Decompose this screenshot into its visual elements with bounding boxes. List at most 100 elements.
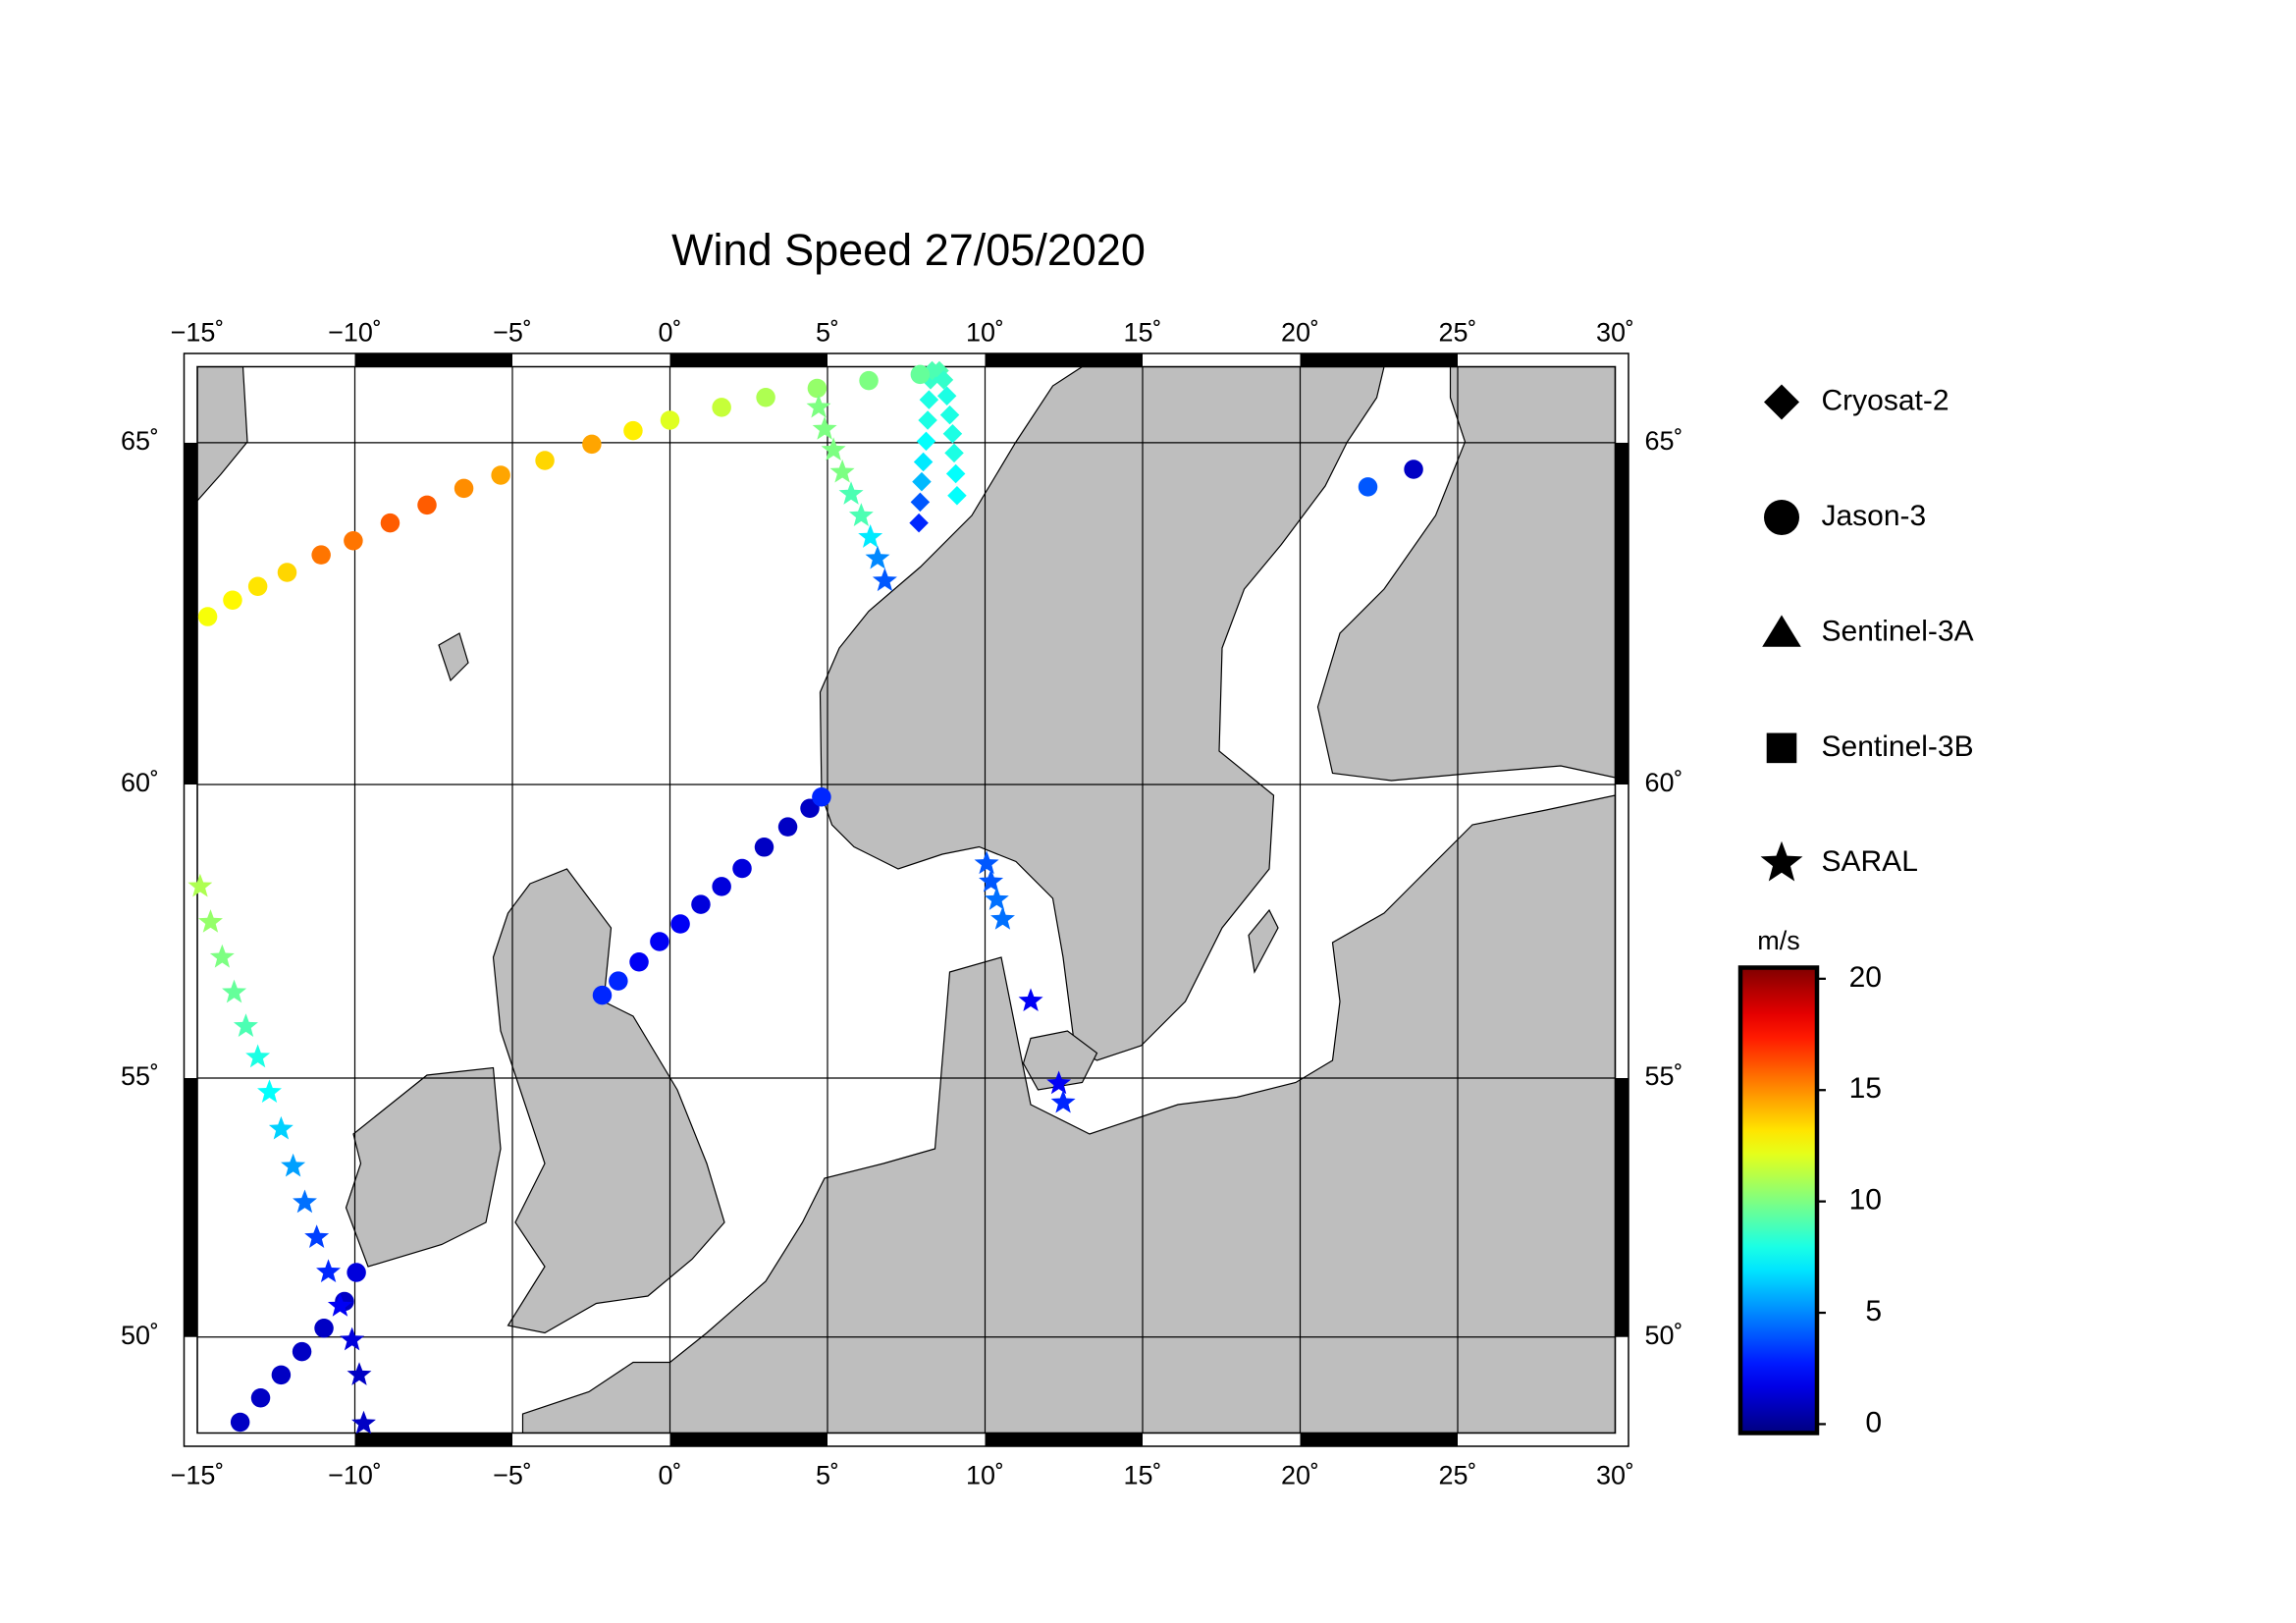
data-point <box>292 1341 312 1362</box>
colorbar: 0 5 10 15 20 m/s <box>1737 926 1882 1438</box>
frame-bar <box>1615 1077 1629 1337</box>
frame-outline <box>183 352 1629 1447</box>
data-point <box>910 364 931 385</box>
data-point <box>812 787 831 807</box>
frame-bar <box>669 1433 828 1446</box>
data-point <box>314 1318 334 1338</box>
data-point <box>198 909 223 933</box>
frame-bar <box>184 442 198 785</box>
data-point <box>777 817 798 837</box>
data-point <box>712 877 731 896</box>
x-tick-label: −5˚ <box>493 1461 532 1490</box>
y-tick-label: 65˚ <box>121 426 159 456</box>
land-denmark-islands <box>1022 1030 1098 1091</box>
data-point <box>454 478 474 499</box>
y-tick-label: 55˚ <box>1645 1061 1683 1091</box>
data-point <box>417 495 437 515</box>
data-point <box>592 985 613 1005</box>
x-tick-label: 25˚ <box>1438 318 1476 348</box>
data-point <box>838 481 864 505</box>
data-point <box>712 398 731 417</box>
legend: Cryosat-2 Jason-3 Sentinel-3A Sentinel-3B SA… <box>1760 384 1974 882</box>
frame-bar <box>985 1433 1144 1446</box>
data-point <box>807 378 828 399</box>
colorbar-tick-label: 15 <box>1849 1072 1882 1105</box>
data-point <box>865 545 890 569</box>
data-point <box>316 1259 341 1283</box>
legend-label: Cryosat-2 <box>1822 384 1949 416</box>
x-tick-label: 15˚ <box>1123 318 1161 348</box>
colorbar-tick-label: 5 <box>1865 1295 1882 1327</box>
data-point <box>233 1013 258 1037</box>
land-scandinavia <box>819 365 1385 1061</box>
data-point <box>916 431 936 452</box>
data-point <box>945 463 966 484</box>
data-points <box>187 360 1423 1434</box>
data-point <box>1046 1070 1072 1095</box>
x-tick-label: −15˚ <box>171 318 225 348</box>
frame-bar <box>1615 442 1629 785</box>
data-point <box>947 485 967 506</box>
data-point <box>491 465 510 485</box>
frame-bar <box>1458 353 1616 367</box>
data-point <box>984 887 1009 910</box>
x-tick-label: −15˚ <box>171 1461 225 1490</box>
data-point <box>858 524 883 548</box>
data-point <box>872 568 897 592</box>
data-point <box>859 370 879 391</box>
legend-label: Jason-3 <box>1822 500 1927 532</box>
land-great-britain <box>492 868 725 1334</box>
data-point <box>691 894 711 914</box>
data-point <box>821 437 846 461</box>
data-point <box>197 607 218 626</box>
colorbar-tick-label: 20 <box>1849 961 1882 994</box>
colorbar-tick-label: 0 <box>1865 1406 1882 1438</box>
data-point <box>990 906 1015 930</box>
y-tick-label: 60˚ <box>1645 768 1683 797</box>
data-point <box>936 386 957 406</box>
frame-outline <box>196 365 1617 1434</box>
x-tick-label: −10˚ <box>328 1461 382 1490</box>
y-tick-label: 50˚ <box>121 1321 159 1350</box>
y-tick-label: 60˚ <box>121 768 159 797</box>
data-point <box>629 951 649 972</box>
colorbar-label: m/s <box>1757 926 1800 955</box>
data-point <box>974 850 999 875</box>
data-point <box>806 394 831 418</box>
land-gotland <box>1248 908 1279 974</box>
legend-symbol <box>1764 384 1800 420</box>
legend-label: Sentinel-3A <box>1822 615 1974 647</box>
data-point <box>209 944 235 968</box>
y-tick-label: 50˚ <box>1645 1321 1683 1350</box>
data-point <box>250 1388 271 1408</box>
data-point <box>732 858 752 879</box>
data-point <box>623 420 643 441</box>
x-tick-label: 5˚ <box>816 318 839 348</box>
data-point <box>913 452 934 472</box>
frame-bar <box>1300 353 1459 367</box>
data-point <box>293 1189 317 1214</box>
data-point <box>327 1293 352 1317</box>
legend-label: SARAL <box>1822 845 1918 878</box>
frame-bar <box>828 353 986 367</box>
data-point <box>670 914 690 934</box>
x-tick-label: 30˚ <box>1596 318 1634 348</box>
data-point <box>340 1326 365 1351</box>
data-point <box>829 459 855 483</box>
data-point <box>944 443 964 463</box>
data-point <box>1404 460 1423 479</box>
data-point <box>910 492 931 513</box>
frame-bar <box>512 1433 670 1446</box>
land <box>196 365 1617 1434</box>
frame-bar <box>197 353 355 367</box>
x-tick-label: 20˚ <box>1281 318 1319 348</box>
legend-symbol <box>1766 732 1797 764</box>
data-point <box>344 531 363 551</box>
frame-bar <box>1143 1433 1301 1446</box>
data-point <box>650 932 669 951</box>
data-point <box>909 513 929 533</box>
data-point <box>271 1365 292 1385</box>
legend-symbol <box>1760 840 1803 882</box>
